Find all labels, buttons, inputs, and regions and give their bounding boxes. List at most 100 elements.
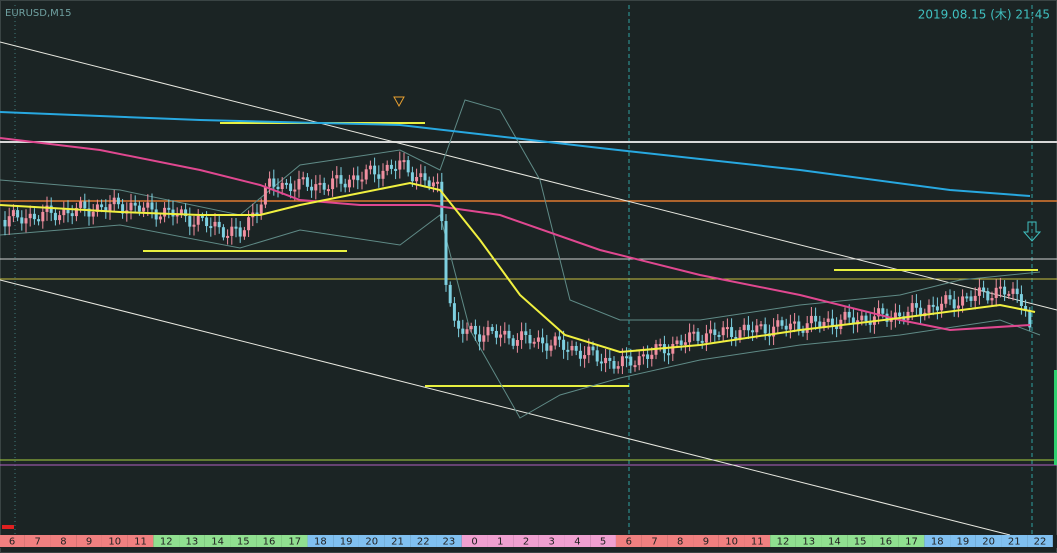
candle-body — [478, 334, 482, 342]
candle-body — [95, 204, 99, 212]
price-marker — [2, 525, 14, 529]
candle-body — [809, 315, 813, 324]
candle-body — [406, 160, 410, 173]
candle-body — [881, 308, 885, 314]
candle-body — [221, 227, 225, 238]
candle-body — [419, 173, 423, 177]
candle-body — [646, 354, 650, 359]
time-label: 9 — [86, 537, 92, 548]
candle-body — [889, 318, 893, 322]
candle-body — [721, 327, 725, 336]
candle-body — [79, 201, 83, 208]
axis-cell — [667, 535, 694, 547]
candle-body — [931, 304, 935, 307]
candle-body — [158, 216, 162, 220]
candle-body — [1019, 294, 1023, 306]
candle-body — [772, 326, 776, 337]
candle-body — [297, 178, 301, 190]
candle-body — [247, 217, 251, 231]
candle-body — [704, 333, 708, 343]
candle-body — [255, 212, 259, 215]
time-label: 0 — [471, 537, 477, 548]
time-axis: 6 7 8 9 10 11 12 13 14 15 16 17 18 19 20 21 22 23 0 1 2 3 4 5 6 7… — [0, 535, 1057, 548]
candle-body — [566, 349, 570, 352]
axis-cell — [50, 535, 77, 547]
candle-body — [877, 308, 881, 317]
candle-body — [184, 209, 188, 217]
candle-body — [793, 321, 797, 324]
candle-body — [814, 315, 818, 322]
candle-body — [259, 204, 263, 214]
axis-cell — [641, 535, 668, 547]
candle-body — [599, 361, 603, 364]
candle-body — [410, 172, 414, 182]
candle-body — [49, 205, 53, 213]
candle-body — [822, 321, 826, 327]
axis-cell — [76, 535, 102, 547]
candle-body — [717, 334, 721, 337]
candle-body — [326, 189, 330, 192]
candle-body — [213, 221, 217, 227]
candle-body — [805, 323, 809, 333]
time-label: 6 — [626, 537, 632, 548]
candle-body — [305, 177, 309, 187]
candle-body — [83, 201, 87, 209]
candle-body — [973, 295, 977, 301]
axis-cell — [744, 535, 771, 547]
candle-body — [940, 303, 944, 311]
axis-cell — [436, 535, 462, 547]
candle-body — [961, 296, 965, 306]
candle-body — [192, 224, 196, 227]
candle-body — [788, 323, 792, 330]
candle-body — [755, 325, 759, 333]
candle-body — [415, 176, 419, 182]
candle-body — [385, 164, 389, 171]
candle-body — [440, 181, 444, 222]
time-label: 18 — [931, 537, 944, 548]
axis-cell — [564, 535, 591, 547]
axis-cell — [384, 535, 411, 547]
candle-body — [578, 350, 582, 359]
axis-cell — [538, 535, 565, 547]
datetime-label: 2019.08.15 (木) 21:45 — [918, 8, 1050, 22]
candle-body — [570, 345, 574, 351]
candle-body — [368, 165, 372, 170]
candle-body — [536, 337, 540, 342]
time-label: 22 — [1034, 537, 1047, 548]
axis-cell — [795, 535, 822, 547]
candle-body — [671, 343, 675, 354]
candle-body — [116, 197, 120, 205]
candle-body — [205, 217, 209, 227]
axis-cell — [101, 535, 128, 547]
candle-body — [347, 179, 351, 188]
time-label: 15 — [237, 537, 250, 548]
axis-cell — [1001, 535, 1028, 547]
time-label: 21 — [1008, 537, 1021, 548]
candle-body — [730, 327, 734, 337]
candle-body — [461, 328, 465, 334]
candle-body — [62, 209, 66, 216]
candle-body — [45, 205, 49, 212]
candle-body — [448, 284, 452, 304]
time-label: 1 — [497, 537, 503, 548]
candle-body — [633, 365, 637, 368]
candle-body — [629, 356, 633, 366]
candle-body — [1024, 305, 1028, 311]
candle-body — [893, 312, 897, 319]
axis-cell — [461, 535, 488, 547]
candle-body — [549, 345, 553, 351]
axis-cell — [230, 535, 257, 547]
time-label: 7 — [651, 537, 657, 548]
candle-body — [583, 355, 587, 359]
candle-body — [725, 327, 729, 330]
candle-body — [53, 212, 57, 221]
candle-body — [226, 235, 230, 238]
axis-cell — [153, 535, 180, 547]
candle-body — [104, 207, 108, 211]
time-label: 19 — [957, 537, 970, 548]
time-label: 12 — [160, 537, 173, 548]
axis-cell — [24, 535, 51, 547]
candle-body — [423, 173, 427, 181]
candle-body — [310, 186, 314, 191]
